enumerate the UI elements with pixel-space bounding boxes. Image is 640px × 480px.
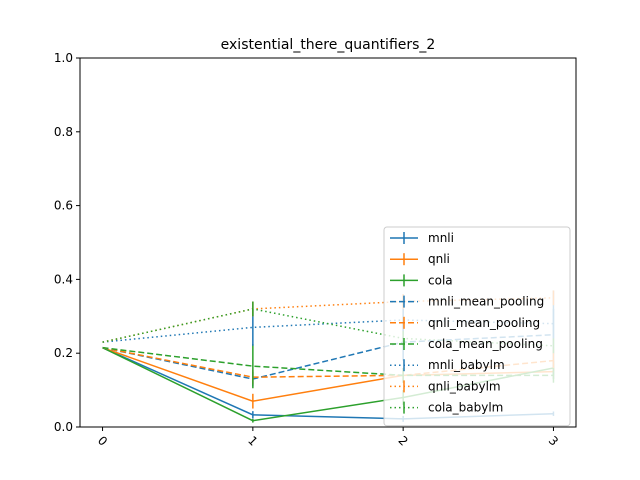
- axes-frame: [79, 57, 577, 428]
- legend-item: cola_babylm: [390, 401, 503, 415]
- legend: mnli qnli cola mnli_mean_pooling qnli_mean_p…: [383, 226, 571, 427]
- series-line: [102, 346, 554, 377]
- series-line: [102, 308, 554, 347]
- legend-item: cola: [390, 273, 453, 287]
- legend-item: mnli_mean_pooling: [390, 295, 544, 309]
- y-tick-label: 0.8: [54, 125, 73, 139]
- legend-item: qnli_babylm: [390, 379, 501, 393]
- y-tick-label: 0.4: [54, 272, 73, 286]
- legend-item: mnli_babylm: [390, 358, 505, 372]
- x-tick-label: 3: [546, 433, 561, 448]
- legend-box: [383, 226, 571, 427]
- legend-item: mnli: [390, 231, 454, 245]
- legend-label: qnli_babylm: [428, 379, 501, 393]
- y-tick-label: 0.6: [54, 199, 73, 213]
- axes: 0.0 0.2 0.4 0.6 0.8 1.0 0 1 2 3: [54, 51, 561, 449]
- x-tick-label: 2: [396, 433, 411, 448]
- x-tick-label: 1: [245, 433, 260, 448]
- y-tick-label: 0.2: [54, 346, 73, 360]
- legend-item: cola_mean_pooling: [390, 337, 543, 351]
- legend-label: qnli_mean_pooling: [428, 316, 540, 330]
- legend-label: cola_mean_pooling: [428, 337, 543, 351]
- y-tick-label: 0.0: [54, 420, 73, 434]
- x-tick-label: 0: [95, 433, 110, 448]
- y-tick-label: 1.0: [54, 51, 73, 65]
- legend-label: cola_babylm: [428, 401, 503, 415]
- chart-title: existential_there_quantifiers_2: [221, 37, 436, 53]
- legend-label: mnli_babylm: [428, 358, 505, 372]
- legend-item: qnli: [390, 252, 450, 266]
- legend-item: qnli_mean_pooling: [390, 316, 540, 330]
- legend-label: mnli: [428, 231, 454, 245]
- legend-label: cola: [428, 273, 453, 287]
- legend-label: qnli: [428, 252, 450, 266]
- legend-label: mnli_mean_pooling: [428, 295, 544, 309]
